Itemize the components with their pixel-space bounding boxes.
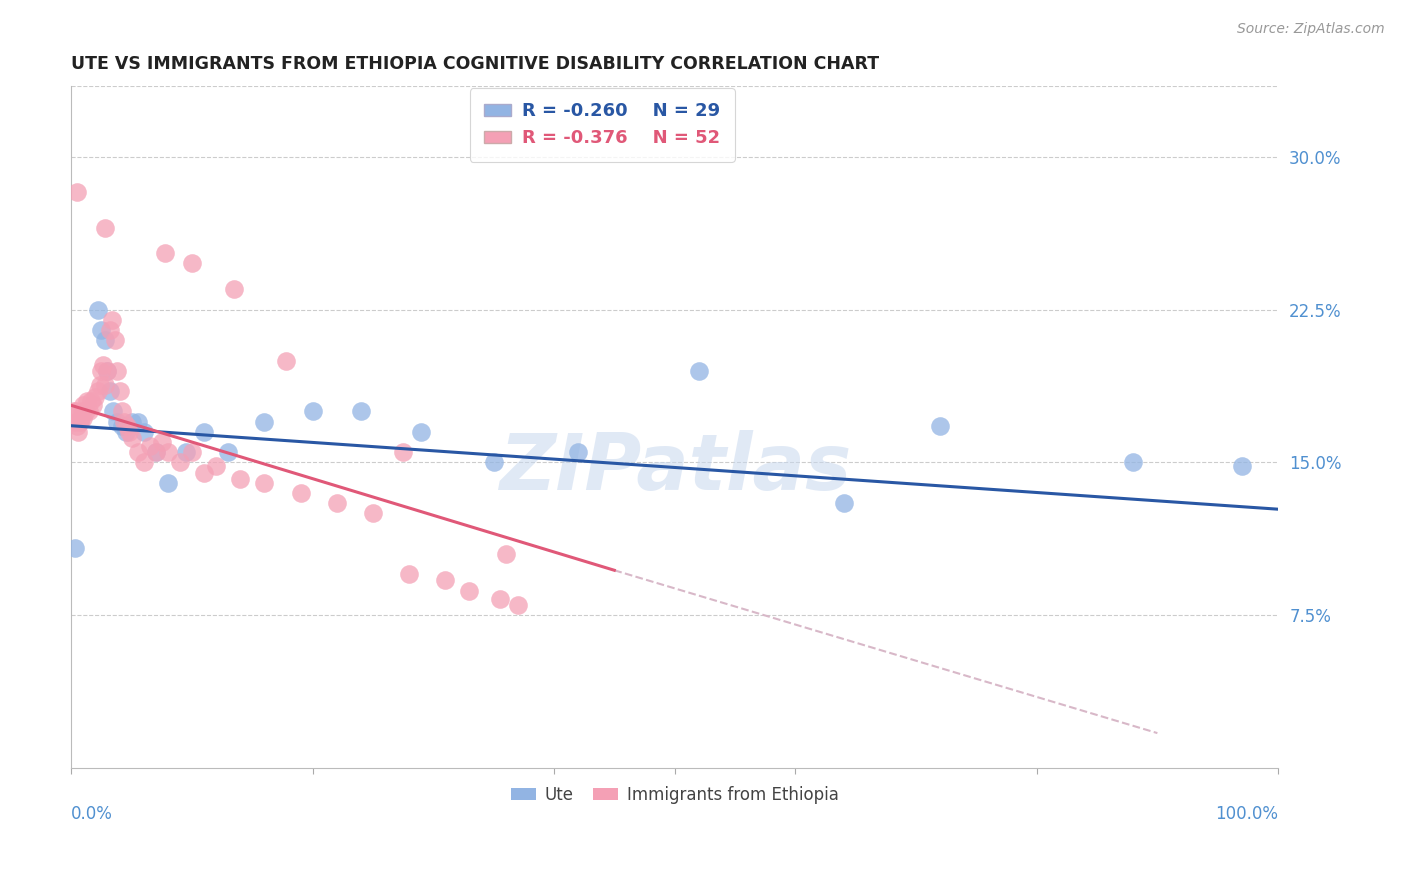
Point	[411, 425, 433, 439]
Point	[155, 245, 177, 260]
Point	[111, 418, 134, 433]
Point	[121, 431, 143, 445]
Point	[1230, 459, 1253, 474]
Point	[145, 445, 167, 459]
Point	[253, 475, 276, 490]
Point	[94, 333, 117, 347]
Point	[118, 425, 141, 439]
Point	[94, 378, 117, 392]
Point	[326, 496, 349, 510]
Point	[70, 404, 93, 418]
Point	[127, 445, 149, 459]
Point	[150, 435, 173, 450]
Point	[274, 353, 297, 368]
Point	[301, 404, 323, 418]
Text: UTE VS IMMIGRANTS FROM ETHIOPIA COGNITIVE DISABILITY CORRELATION CHART: UTE VS IMMIGRANTS FROM ETHIOPIA COGNITIV…	[72, 55, 879, 73]
Point	[82, 398, 104, 412]
Point	[115, 418, 138, 433]
Point	[193, 425, 215, 439]
Point	[253, 415, 276, 429]
Point	[181, 445, 204, 459]
Point	[63, 415, 86, 429]
Point	[138, 439, 160, 453]
Point	[132, 425, 155, 439]
Point	[114, 425, 136, 439]
Point	[67, 425, 90, 439]
Point	[229, 472, 252, 486]
Point	[224, 282, 246, 296]
Point	[98, 384, 121, 398]
Point	[169, 455, 191, 469]
Point	[132, 455, 155, 469]
Point	[90, 364, 112, 378]
Point	[91, 358, 114, 372]
Point	[398, 567, 420, 582]
Point	[63, 541, 86, 555]
Point	[567, 445, 589, 459]
Text: Source: ZipAtlas.com: Source: ZipAtlas.com	[1237, 22, 1385, 37]
Point	[1122, 455, 1144, 469]
Point	[66, 418, 89, 433]
Point	[217, 445, 239, 459]
Point	[72, 398, 94, 412]
Point	[98, 323, 121, 337]
Point	[69, 415, 91, 429]
Point	[832, 496, 855, 510]
Text: 0.0%: 0.0%	[72, 805, 112, 823]
Point	[434, 574, 457, 588]
Point	[72, 410, 94, 425]
Point	[76, 394, 98, 409]
Point	[121, 415, 143, 429]
Point	[127, 415, 149, 429]
Point	[103, 404, 125, 418]
Point	[90, 323, 112, 337]
Legend: Ute, Immigrants from Ethiopia: Ute, Immigrants from Ethiopia	[505, 780, 845, 811]
Text: ZIPatlas: ZIPatlas	[499, 430, 851, 506]
Point	[458, 583, 481, 598]
Point	[84, 390, 107, 404]
Point	[112, 415, 135, 429]
Point	[688, 364, 710, 378]
Point	[290, 486, 312, 500]
Point	[94, 221, 117, 235]
Point	[75, 404, 97, 418]
Point	[392, 445, 415, 459]
Point	[96, 364, 118, 378]
Point	[79, 394, 101, 409]
Point	[66, 185, 89, 199]
Point	[62, 404, 84, 418]
Point	[361, 506, 384, 520]
Point	[174, 445, 197, 459]
Point	[87, 302, 110, 317]
Point	[79, 404, 101, 418]
Point	[482, 455, 505, 469]
Point	[108, 384, 131, 398]
Point	[70, 410, 93, 425]
Point	[101, 313, 124, 327]
Point	[506, 598, 529, 612]
Point	[193, 466, 215, 480]
Point	[156, 475, 179, 490]
Point	[205, 459, 228, 474]
Point	[105, 415, 128, 429]
Point	[488, 591, 510, 606]
Point	[181, 256, 204, 270]
Text: 100.0%: 100.0%	[1215, 805, 1278, 823]
Point	[350, 404, 373, 418]
Point	[111, 404, 134, 418]
Point	[104, 333, 127, 347]
Point	[65, 404, 87, 418]
Point	[929, 418, 952, 433]
Point	[96, 364, 118, 378]
Point	[156, 445, 179, 459]
Point	[145, 445, 167, 459]
Point	[87, 384, 110, 398]
Point	[105, 364, 128, 378]
Point	[89, 378, 111, 392]
Point	[495, 547, 517, 561]
